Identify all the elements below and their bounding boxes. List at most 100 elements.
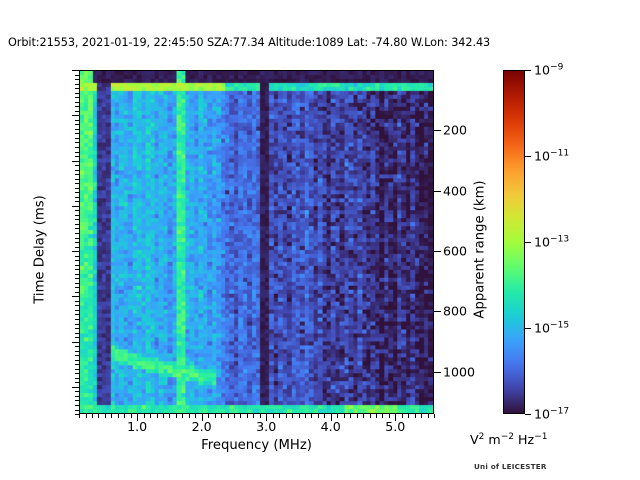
x-axis-minor-tick: [240, 414, 242, 418]
y-axis-minor-tick: [75, 373, 79, 375]
y-axis-minor-tick: [75, 187, 79, 189]
x-axis-minor-tick: [408, 414, 410, 418]
x-axis-minor-tick: [221, 414, 222, 418]
right-axis-tick-label: 800: [443, 303, 468, 319]
x-axis-minor-tick: [292, 414, 293, 418]
x-axis-minor-tick: [195, 414, 197, 418]
x-axis-minor-tick: [175, 414, 177, 418]
colorbar-tick-label: 10−15: [534, 321, 569, 336]
right-axis-tick-label: 600: [443, 243, 468, 259]
right-axis-tick: [434, 130, 441, 132]
right-axis-tick: [434, 371, 441, 373]
colorbar-tick: [525, 328, 531, 329]
y-axis-minor-tick: [75, 337, 79, 339]
colorbar-tick-label: 10−9: [534, 63, 563, 78]
x-axis-minor-tick: [401, 414, 403, 418]
colorbar-tick-base: 10: [534, 320, 551, 336]
y-axis-minor-tick: [75, 414, 79, 415]
x-axis-minor-tick: [182, 414, 184, 418]
y-axis-minor-tick: [75, 242, 79, 243]
y-axis-minor-tick: [75, 328, 79, 329]
y-axis-major-tick: [72, 251, 79, 253]
x-axis-minor-tick: [150, 414, 151, 418]
x-axis-minor-tick: [272, 414, 274, 418]
colorbar-tick-exponent: −13: [550, 234, 570, 245]
x-axis-minor-tick: [298, 414, 300, 418]
x-axis-minor-tick: [363, 414, 364, 418]
x-axis-minor-tick: [111, 414, 113, 418]
x-axis-tick-label: 3.0: [256, 419, 277, 434]
x-axis-major-tick: [330, 414, 332, 421]
colorbar-tick-base: 10: [534, 234, 551, 250]
y-axis-major-tick: [72, 341, 79, 343]
x-axis-major-tick: [395, 414, 397, 421]
y-axis-minor-tick: [75, 110, 79, 112]
x-axis-minor-tick: [427, 414, 429, 418]
x-axis-minor-tick: [279, 414, 281, 418]
y-axis-minor-tick: [75, 201, 79, 203]
x-axis-minor-tick: [143, 414, 145, 418]
colorbar-tick-label: 10−17: [534, 407, 569, 422]
x-axis-minor-tick: [253, 414, 255, 418]
y-axis-minor-tick: [75, 128, 79, 130]
y-axis-minor-tick: [75, 404, 79, 406]
y-axis-minor-tick: [75, 183, 79, 185]
y-axis-major-tick: [72, 205, 79, 207]
colorbar-tick-exponent: −9: [550, 62, 564, 73]
x-axis-minor-tick: [324, 414, 326, 418]
unit-m: m: [484, 432, 501, 447]
colorbar-tick-label: 10−13: [534, 235, 569, 250]
unit-v: V: [470, 432, 479, 447]
y-axis-major-tick: [72, 115, 79, 117]
right-axis-tick-label: 1000: [443, 364, 476, 380]
y-axis-major-tick: [72, 386, 79, 388]
colorbar-tick-base: 10: [534, 148, 551, 164]
y-axis-minor-tick: [75, 395, 79, 397]
x-axis-minor-tick: [388, 414, 390, 418]
x-axis-minor-tick: [156, 414, 158, 418]
x-axis-tick-label: 5.0: [385, 419, 406, 434]
colorbar: [503, 70, 525, 414]
right-axis-tick-label: 400: [443, 183, 468, 199]
x-axis-minor-tick: [285, 414, 287, 418]
y-axis-minor-tick: [75, 74, 79, 76]
y-axis-minor-tick: [75, 350, 79, 352]
y-axis-minor-tick: [75, 174, 79, 176]
y-axis-minor-tick: [75, 133, 79, 135]
x-axis-minor-tick: [375, 414, 377, 418]
x-axis-minor-tick: [98, 414, 100, 418]
y-axis-minor-tick: [75, 364, 79, 366]
y-axis-minor-tick: [75, 287, 79, 289]
y-axis-minor-tick: [75, 119, 79, 121]
right-axis-tick: [434, 190, 441, 192]
right-axis-tick: [434, 251, 441, 253]
y-axis-minor-tick: [75, 382, 79, 384]
y-axis-major-tick: [72, 296, 79, 298]
y-axis-minor-tick: [75, 282, 79, 284]
y-axis-minor-tick: [75, 219, 79, 221]
y-axis-minor-tick: [75, 137, 79, 139]
colorbar-tick: [525, 242, 531, 243]
y-axis-minor-tick: [75, 377, 79, 379]
colorbar-tick-exponent: −15: [550, 320, 570, 331]
y-axis-minor-tick: [75, 305, 79, 307]
y-axis-minor-tick: [75, 255, 79, 257]
y-axis-minor-tick: [75, 92, 79, 94]
colorbar-tick: [525, 70, 531, 71]
y-axis-minor-tick: [75, 264, 79, 266]
x-axis-minor-tick: [117, 414, 119, 418]
y-axis-minor-tick: [75, 346, 79, 348]
y-axis-minor-tick: [75, 278, 79, 280]
y-axis-minor-tick: [75, 355, 79, 357]
colorbar-tick: [525, 414, 531, 415]
x-axis-minor-tick: [104, 414, 106, 418]
y-axis-minor-tick: [75, 409, 79, 411]
y-axis-minor-tick: [75, 178, 79, 180]
y-axis-minor-tick: [75, 88, 79, 90]
y-axis-minor-tick: [75, 269, 79, 271]
unit-m-exp: −2: [500, 431, 515, 442]
y-axis-minor-tick: [75, 232, 79, 234]
x-axis-label: Frequency (MHz): [201, 438, 312, 453]
y-axis-major-tick: [72, 70, 79, 71]
y-axis-minor-tick: [75, 196, 79, 198]
